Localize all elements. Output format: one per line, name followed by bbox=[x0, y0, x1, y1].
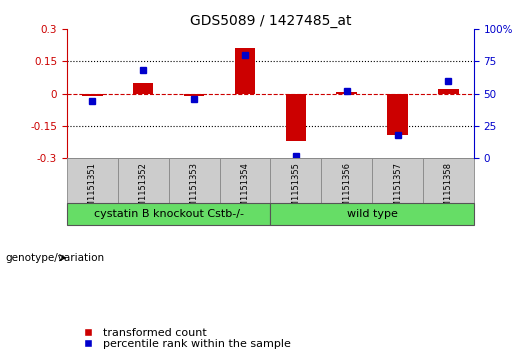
Bar bbox=[67, 158, 118, 203]
Bar bbox=[133, 83, 153, 94]
Text: GSM1151355: GSM1151355 bbox=[291, 162, 300, 218]
Title: GDS5089 / 1427485_at: GDS5089 / 1427485_at bbox=[190, 14, 351, 28]
Bar bbox=[336, 91, 357, 94]
Text: genotype/variation: genotype/variation bbox=[5, 253, 104, 263]
Text: GSM1151352: GSM1151352 bbox=[139, 162, 148, 218]
Bar bbox=[270, 203, 474, 225]
Bar bbox=[118, 158, 169, 203]
Bar bbox=[219, 158, 270, 203]
Bar bbox=[67, 203, 270, 225]
Bar bbox=[286, 94, 306, 141]
Bar bbox=[372, 158, 423, 203]
Text: GSM1151358: GSM1151358 bbox=[444, 162, 453, 218]
Legend: transformed count, percentile rank within the sample: transformed count, percentile rank withi… bbox=[73, 323, 295, 354]
Bar bbox=[438, 89, 458, 94]
Bar bbox=[321, 158, 372, 203]
Text: GSM1151353: GSM1151353 bbox=[190, 162, 199, 218]
Bar bbox=[270, 158, 321, 203]
Bar bbox=[169, 158, 219, 203]
Text: GSM1151354: GSM1151354 bbox=[241, 162, 249, 218]
Text: GSM1151357: GSM1151357 bbox=[393, 162, 402, 218]
Text: GSM1151356: GSM1151356 bbox=[342, 162, 351, 218]
Bar bbox=[423, 158, 474, 203]
Bar bbox=[235, 48, 255, 94]
Text: cystatin B knockout Cstb-/-: cystatin B knockout Cstb-/- bbox=[94, 209, 244, 219]
Text: GSM1151351: GSM1151351 bbox=[88, 162, 97, 218]
Bar bbox=[184, 94, 204, 96]
Bar bbox=[82, 94, 102, 96]
Bar bbox=[387, 94, 408, 135]
Text: wild type: wild type bbox=[347, 209, 398, 219]
